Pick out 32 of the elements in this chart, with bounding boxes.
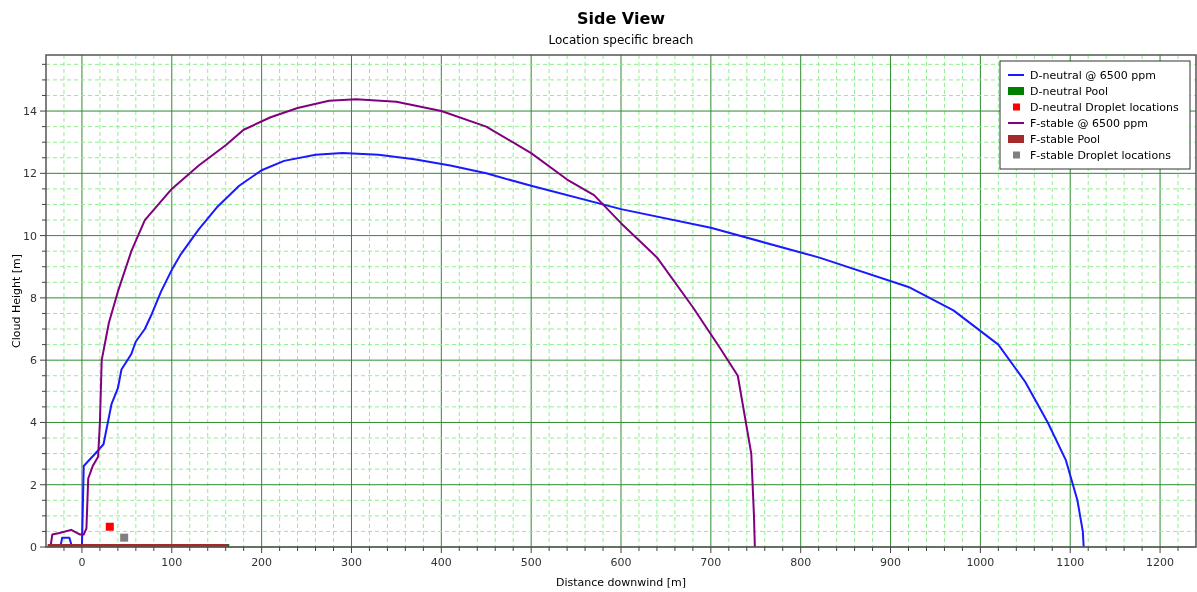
chart-title: Side View (576, 9, 666, 28)
legend-label: F-stable Pool (1030, 133, 1101, 146)
x-tick-label: 0 (78, 556, 86, 569)
x-tick-label: 1000 (966, 556, 995, 569)
legend-label: F-stable Droplet locations (1030, 149, 1172, 162)
x-tick-label: 400 (430, 556, 452, 569)
y-tick-label: 6 (30, 354, 37, 368)
chart-subtitle: Location specific breach (548, 33, 694, 47)
y-tick-label: 0 (30, 541, 37, 554)
y-tick-label: 10 (23, 229, 37, 243)
line-series (49, 98, 756, 547)
legend-label: D-neutral @ 6500 ppm (1030, 69, 1156, 82)
x-tick-label: 900 (880, 556, 902, 569)
y-tick-label: 4 (30, 416, 37, 430)
x-tick-label: 300 (340, 556, 362, 569)
x-tick-label: 200 (251, 556, 273, 569)
x-tick-label: 1200 (1146, 556, 1175, 569)
legend-label: F-stable @ 6500 ppm (1030, 117, 1149, 130)
x-tick-label: 100 (161, 556, 183, 569)
y-axis-title: Cloud Height [m] (10, 253, 23, 349)
x-tick-label: 1100 (1056, 556, 1085, 569)
x-tick-label: 800 (790, 556, 812, 569)
x-tick-label: 600 (610, 556, 632, 569)
y-tick-label: 2 (30, 478, 37, 492)
y-tick-label: 14 (23, 105, 37, 119)
legend-label: D-neutral Droplet locations (1030, 101, 1180, 114)
x-axis-title: Distance downwind [m] (555, 576, 687, 589)
y-tick-label: 8 (30, 291, 37, 305)
y-tick-label: 12 (23, 167, 37, 181)
x-tick-label: 500 (520, 556, 542, 569)
legend-label: D-neutral Pool (1030, 85, 1109, 98)
x-tick-label: 700 (700, 556, 722, 569)
